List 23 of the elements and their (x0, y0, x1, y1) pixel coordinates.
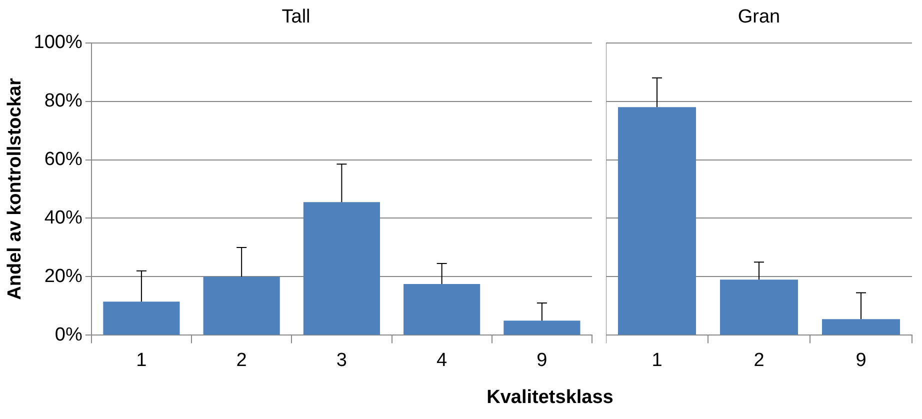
y-tick-label: 40% (44, 207, 82, 228)
bar (404, 284, 480, 335)
x-tick-label: 9 (536, 350, 548, 371)
chart-title: Tall (282, 6, 310, 28)
y-tick-label: 0% (54, 324, 82, 346)
x-tick-label: 1 (136, 350, 147, 371)
x-tick-label: 2 (236, 350, 247, 371)
bar (103, 302, 180, 335)
bar (203, 276, 280, 335)
y-tick-label: 80% (44, 90, 82, 112)
bar (303, 202, 380, 335)
y-axis-title: Andel av kontrollstockar (4, 78, 26, 300)
x-tick-label: 9 (856, 350, 866, 371)
x-tick-label: 1 (652, 350, 662, 371)
bar (504, 320, 580, 335)
x-tick-label: 3 (336, 350, 347, 371)
x-tick-label: 2 (754, 350, 764, 371)
chart-title: Gran (738, 6, 780, 28)
x-axis-title: Kvalitetsklass (486, 387, 614, 409)
y-tick-label: 20% (44, 266, 82, 287)
x-tick-label: 4 (436, 350, 448, 371)
y-tick-label: 100% (34, 32, 82, 54)
y-tick-label: 60% (44, 148, 82, 170)
